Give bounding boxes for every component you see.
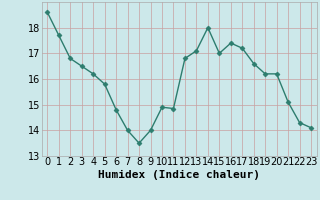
X-axis label: Humidex (Indice chaleur): Humidex (Indice chaleur) (98, 170, 260, 180)
